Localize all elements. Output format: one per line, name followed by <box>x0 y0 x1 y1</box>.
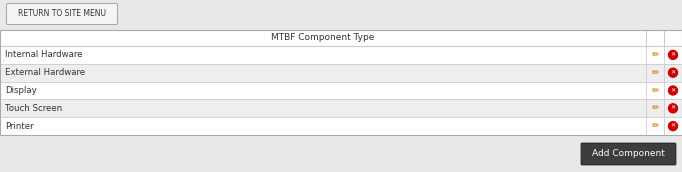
Text: Add Component: Add Component <box>592 149 665 159</box>
Bar <box>0 99 682 117</box>
Bar <box>0 30 682 46</box>
Text: ✏: ✏ <box>651 122 659 131</box>
Text: Touch Screen: Touch Screen <box>5 104 62 113</box>
Text: External Hardware: External Hardware <box>5 68 85 77</box>
Bar <box>0 46 682 64</box>
Text: ✕: ✕ <box>670 88 676 93</box>
Text: Display: Display <box>5 86 37 95</box>
Text: MTBF Component Type: MTBF Component Type <box>271 34 374 42</box>
Bar <box>0 117 682 135</box>
FancyBboxPatch shape <box>581 143 676 165</box>
Circle shape <box>668 50 677 59</box>
Text: ✕: ✕ <box>670 124 676 129</box>
Circle shape <box>668 68 677 77</box>
Bar <box>0 30 682 135</box>
Bar <box>0 82 682 99</box>
Circle shape <box>668 86 677 95</box>
Text: RETURN TO SITE MENU: RETURN TO SITE MENU <box>18 9 106 19</box>
Circle shape <box>668 122 677 131</box>
Text: ✕: ✕ <box>670 70 676 75</box>
Text: ✕: ✕ <box>670 52 676 57</box>
Text: ✏: ✏ <box>651 68 659 77</box>
FancyBboxPatch shape <box>7 3 117 24</box>
Circle shape <box>668 104 677 113</box>
Text: Internal Hardware: Internal Hardware <box>5 50 83 59</box>
Text: ✏: ✏ <box>651 50 659 59</box>
Text: ✏: ✏ <box>651 86 659 95</box>
Text: ✕: ✕ <box>670 106 676 111</box>
Text: ✏: ✏ <box>651 104 659 113</box>
Bar <box>0 64 682 82</box>
Bar <box>0 30 682 135</box>
Text: Printer: Printer <box>5 122 33 131</box>
